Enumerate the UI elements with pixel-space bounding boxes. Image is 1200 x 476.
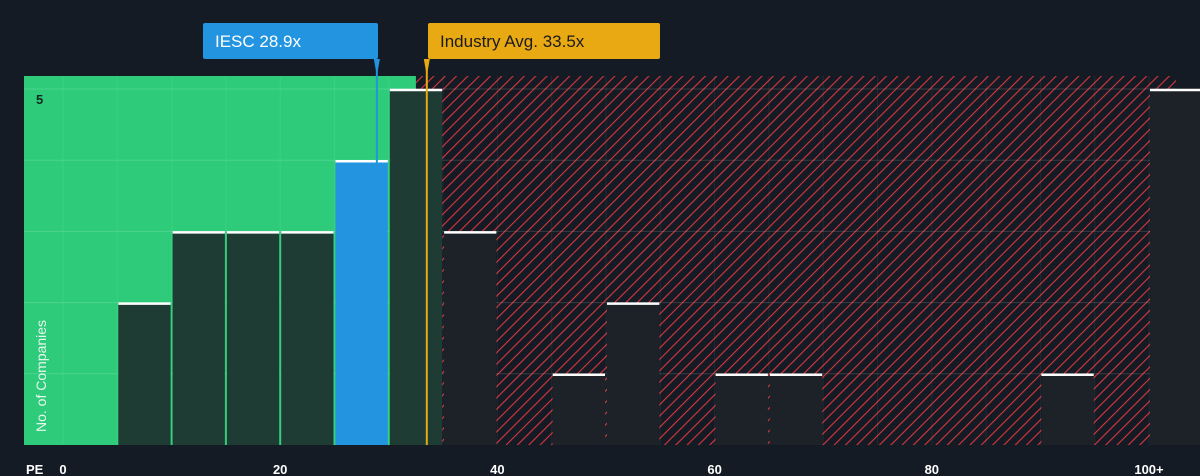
industry-callout: Industry Avg. 33.5x [423,23,660,76]
y-tick-label: 5 [36,92,43,107]
histogram-bar [607,302,660,445]
x-tick-label: 20 [273,462,287,476]
x-tick-label: 0 [59,462,66,476]
histogram-bar [172,231,225,445]
bar-company-bin [335,160,388,445]
industry-callout-text: Industry Avg. 33.5x [440,32,585,51]
histogram-bar [281,231,334,445]
histogram-bar [1150,89,1200,445]
histogram-bar [1041,373,1094,445]
histogram-bar [444,231,497,445]
x-tick-label: 60 [707,462,721,476]
histogram-bar [769,373,823,445]
x-tick-label: 40 [490,462,504,476]
industry-callout-box [428,23,660,59]
company-callout-text: IESC 28.9x [215,32,301,51]
histogram-bar [226,231,280,445]
company-callout: IESC 28.9x [203,23,380,76]
histogram-bar [389,89,443,445]
industry-callout-pointer [423,59,430,76]
company-callout-pointer [373,59,380,76]
x-tick-label: 100+ [1134,462,1164,476]
y-axis-label: No. of Companies [33,320,49,432]
company-callout-box [203,23,378,59]
x-tick-label: 80 [925,462,939,476]
x-axis-label: PE [26,462,44,476]
histogram-bar [118,302,171,445]
histogram-bar [552,373,605,445]
histogram-bar [715,373,768,445]
